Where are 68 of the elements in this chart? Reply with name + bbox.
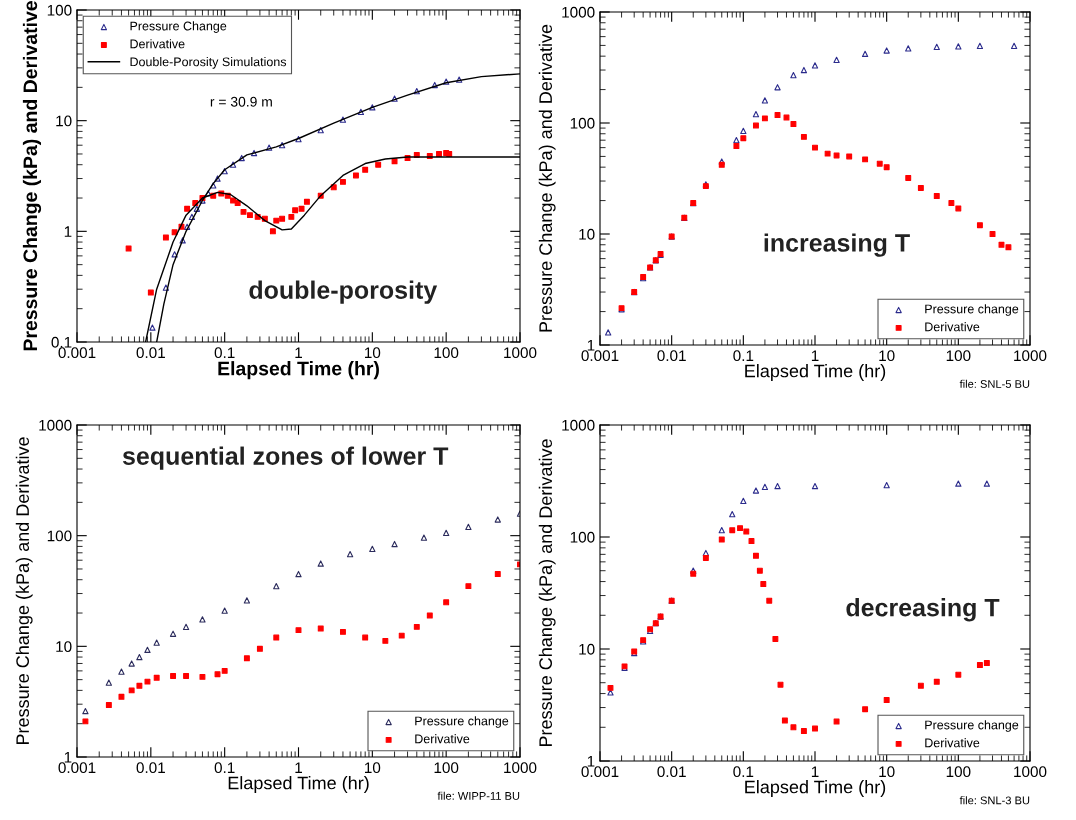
legend-label: Derivative [130, 39, 185, 49]
x-tick-label: 0.01 [657, 766, 686, 778]
x-tick-label: 0.01 [136, 762, 165, 774]
text: double-porosity [249, 280, 438, 304]
y-tick-label: 0.1 [51, 336, 72, 348]
x-tick-label: 1 [295, 347, 302, 358]
text: increasing T [764, 233, 910, 257]
x-axis-title: Elapsed Time (hr) [218, 361, 379, 380]
y-axis-title: Pressure Change (kPa) and Derivative [22, 1, 42, 351]
x-tick-label: 1 [295, 762, 302, 773]
legend-label: Pressure Change [130, 21, 227, 33]
legend-label: Derivative [415, 734, 470, 744]
y-tick-label: 100 [570, 117, 595, 129]
x-tick-label: 0.001 [581, 766, 619, 778]
legend-label: Double-Porosity Simulations [130, 57, 287, 69]
x-tick-label: 100 [434, 347, 459, 359]
x-tick-label: 1000 [1014, 350, 1047, 362]
x-tick-label: 1 [811, 350, 819, 361]
y-axis-title: Pressure Change (kPa) and Derivative [15, 437, 33, 745]
y-tick-label: 1000 [39, 419, 72, 431]
y-tick-label: 10 [56, 115, 72, 127]
y-tick-label: 1 [64, 752, 72, 763]
x-tick-label: 0.1 [214, 347, 235, 359]
x-tick-label: 10 [365, 347, 381, 359]
y-tick-label: 1000 [562, 6, 595, 18]
text: sequential zones of lower T [122, 446, 449, 470]
x-axis-title: Elapsed Time (hr) [745, 364, 886, 381]
text: file: WIPP-11 BU [437, 791, 520, 800]
x-tick-label: 0.1 [214, 762, 235, 774]
legend-label: Pressure change [925, 720, 1019, 732]
y-tick-label: 1 [64, 226, 72, 237]
x-tick-label: 0.001 [58, 762, 96, 774]
x-tick-label: 0.01 [657, 350, 686, 362]
x-tick-label: 100 [946, 766, 971, 778]
x-tick-label: 10 [879, 350, 895, 362]
text: file: SNL-5 BU [959, 379, 1030, 388]
x-tick-label: 0.001 [581, 350, 619, 362]
y-tick-label: 1 [587, 340, 595, 351]
x-tick-label: 0.1 [733, 350, 754, 362]
y-tick-label: 1000 [562, 419, 595, 431]
text: decreasing T [846, 598, 1000, 622]
legend-label: Pressure change [925, 304, 1019, 316]
x-tick-label: 100 [946, 350, 971, 362]
x-tick-label: 1000 [504, 347, 537, 359]
y-tick-label: 10 [579, 643, 595, 655]
x-tick-label: 0.01 [136, 347, 165, 359]
x-tick-label: 0.001 [58, 347, 96, 359]
x-axis-title: Elapsed Time (hr) [228, 776, 369, 793]
legend-label: Pressure change [415, 716, 509, 728]
x-tick-label: 1 [811, 766, 819, 777]
y-tick-label: 100 [47, 4, 72, 16]
legend-label: Derivative [925, 738, 980, 748]
y-tick-label: 10 [56, 641, 72, 653]
y-tick-label: 100 [570, 531, 595, 543]
x-tick-label: 0.1 [733, 766, 754, 778]
x-tick-label: 100 [434, 762, 459, 774]
y-axis-title: Pressure Change (kPa) and Derivative [538, 24, 556, 332]
y-tick-label: 100 [47, 530, 72, 542]
y-axis-title: Pressure Change (kPa) and Derivative [538, 439, 556, 747]
x-tick-label: 1000 [504, 762, 537, 774]
annotation: r = 30.9 m [210, 96, 272, 107]
text: file: SNL-3 BU [959, 796, 1030, 805]
y-tick-label: 10 [579, 228, 595, 240]
x-axis-title: Elapsed Time (hr) [745, 780, 886, 797]
legend-label: Derivative [925, 322, 980, 332]
x-tick-label: 10 [879, 766, 895, 778]
x-tick-label: 1000 [1014, 766, 1047, 778]
x-tick-label: 10 [365, 762, 381, 774]
